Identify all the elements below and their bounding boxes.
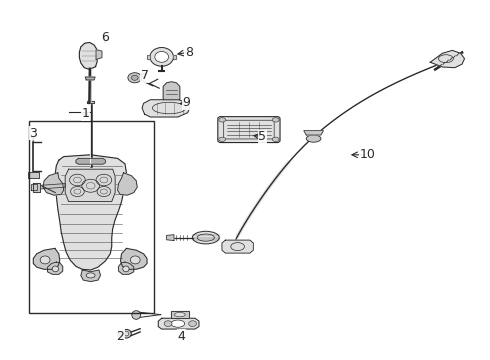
Text: 9: 9	[182, 96, 190, 109]
Text: 4: 4	[177, 330, 185, 343]
Text: 1: 1	[82, 107, 90, 120]
Ellipse shape	[150, 48, 173, 66]
Bar	[28, 172, 39, 178]
Polygon shape	[167, 235, 174, 240]
Polygon shape	[55, 155, 126, 270]
Ellipse shape	[52, 266, 59, 272]
Polygon shape	[119, 262, 134, 274]
Ellipse shape	[122, 266, 129, 272]
Polygon shape	[76, 158, 105, 164]
Polygon shape	[96, 50, 102, 59]
Polygon shape	[85, 77, 95, 80]
Polygon shape	[33, 248, 60, 269]
Polygon shape	[39, 184, 65, 189]
Polygon shape	[79, 42, 98, 69]
Ellipse shape	[219, 137, 225, 141]
Ellipse shape	[124, 332, 129, 336]
Ellipse shape	[306, 135, 321, 142]
Polygon shape	[222, 240, 253, 253]
Text: 6: 6	[101, 31, 109, 44]
Polygon shape	[81, 270, 100, 282]
Ellipse shape	[192, 231, 219, 244]
Polygon shape	[173, 55, 176, 59]
FancyBboxPatch shape	[218, 117, 280, 143]
Polygon shape	[142, 100, 190, 117]
Ellipse shape	[86, 273, 95, 278]
Text: 5: 5	[258, 130, 266, 143]
Polygon shape	[43, 173, 64, 195]
Ellipse shape	[272, 118, 279, 122]
Ellipse shape	[171, 320, 185, 327]
Polygon shape	[304, 131, 323, 135]
Polygon shape	[163, 82, 180, 100]
Text: 3: 3	[29, 127, 37, 140]
Polygon shape	[121, 248, 147, 269]
Ellipse shape	[272, 137, 279, 141]
Polygon shape	[158, 318, 199, 329]
Text: 7: 7	[141, 69, 148, 82]
Text: 2: 2	[116, 330, 124, 343]
Ellipse shape	[174, 312, 185, 317]
Ellipse shape	[155, 51, 169, 62]
Bar	[29, 121, 154, 313]
Ellipse shape	[219, 118, 225, 122]
Circle shape	[131, 75, 138, 80]
Text: 10: 10	[360, 148, 375, 161]
Circle shape	[164, 321, 172, 327]
Polygon shape	[31, 184, 37, 190]
Ellipse shape	[132, 311, 141, 319]
Ellipse shape	[40, 256, 50, 264]
Polygon shape	[65, 169, 115, 202]
Polygon shape	[171, 311, 189, 318]
Circle shape	[128, 73, 142, 83]
Polygon shape	[87, 101, 94, 103]
Ellipse shape	[122, 329, 131, 338]
Text: 8: 8	[185, 46, 193, 59]
Polygon shape	[33, 183, 40, 192]
Polygon shape	[118, 173, 137, 195]
Polygon shape	[48, 262, 63, 274]
Polygon shape	[430, 50, 465, 68]
Ellipse shape	[130, 256, 140, 264]
Circle shape	[189, 321, 196, 327]
Polygon shape	[147, 55, 150, 59]
